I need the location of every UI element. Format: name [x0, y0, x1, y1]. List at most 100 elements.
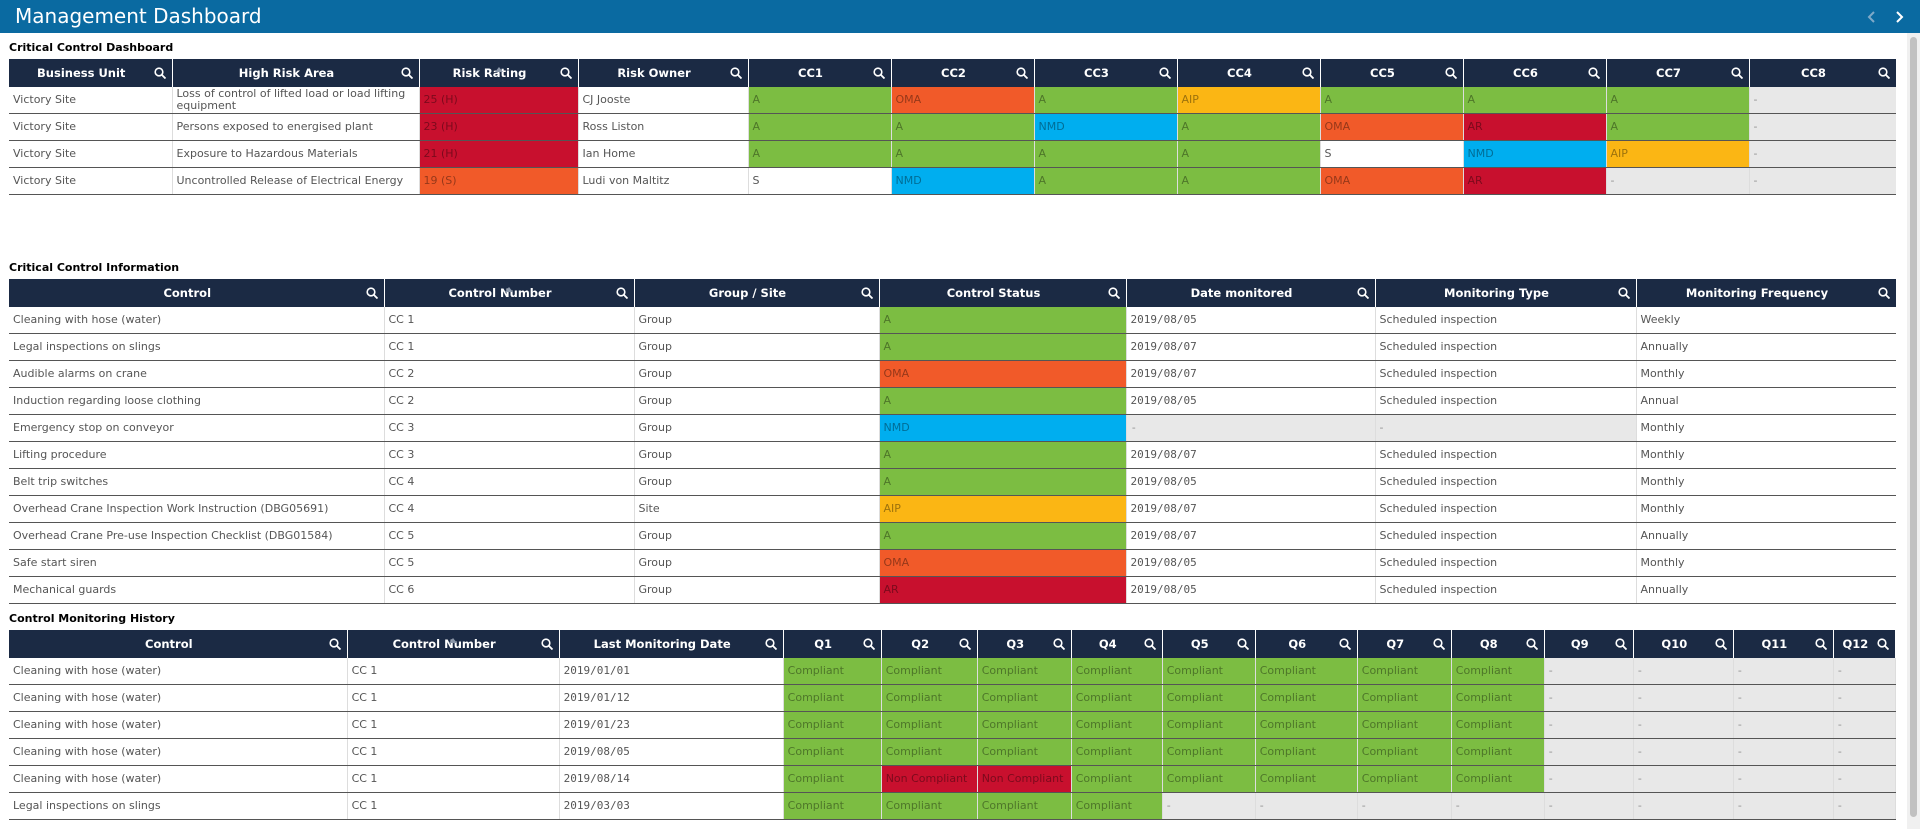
table-row[interactable]: Overhead Crane Inspection Work Instructi…	[9, 495, 1896, 523]
search-icon[interactable]	[1444, 67, 1457, 79]
table-row[interactable]: Cleaning with hose (water) CC 1 2019/01/12…	[9, 684, 1896, 712]
column-header[interactable]: Risk Owner	[578, 59, 749, 87]
table-row[interactable]: Cleaning with hose (water) CC 1 Group A 2019…	[9, 307, 1896, 334]
column-header[interactable]: Control	[9, 279, 385, 307]
column-header[interactable]: Group / Site	[634, 279, 880, 307]
table-row[interactable]: Victory Site Uncontrolled Release of Elec…	[9, 167, 1896, 195]
search-icon[interactable]	[860, 287, 873, 299]
table-row[interactable]: Legal inspections on slings CC 1 2019/03/0…	[9, 792, 1896, 820]
column-header[interactable]: Control Number	[384, 279, 635, 307]
table-row[interactable]: Legal inspections on slings CC 1 Group A 201…	[9, 333, 1896, 361]
status-cell: AR	[879, 576, 1127, 604]
column-header[interactable]: Q12	[1833, 630, 1896, 658]
nav-arrows[interactable]	[1866, 9, 1906, 25]
scroll-thumb[interactable]	[1910, 37, 1917, 817]
table-row[interactable]: Cleaning with hose (water) CC 1 2019/08/14…	[9, 765, 1896, 793]
table-row[interactable]: Mechanical guards CC 6 Group AR 2019/08/05 Sc…	[9, 576, 1896, 604]
search-icon[interactable]	[1877, 287, 1890, 299]
column-header[interactable]: Risk Rating	[419, 59, 579, 87]
column-header[interactable]: Business Unit	[9, 59, 173, 87]
column-header[interactable]: Q2	[881, 630, 978, 658]
column-header[interactable]: Q8	[1451, 630, 1545, 658]
column-header[interactable]: CC8	[1749, 59, 1896, 87]
search-icon[interactable]	[365, 287, 378, 299]
search-icon[interactable]	[1587, 67, 1600, 79]
search-icon[interactable]	[153, 67, 166, 79]
search-icon[interactable]	[1053, 638, 1065, 650]
column-header[interactable]: Control	[9, 630, 348, 658]
cell: Emergency stop on conveyor	[9, 414, 385, 442]
table-row[interactable]: Belt trip switches CC 4 Group A 2019/08/05 Sc…	[9, 468, 1896, 496]
search-icon[interactable]	[400, 67, 413, 79]
search-icon[interactable]	[1237, 638, 1249, 650]
search-icon[interactable]	[559, 67, 572, 79]
table-row[interactable]: Cleaning with hose (water) CC 1 2019/08/05…	[9, 738, 1896, 766]
column-header[interactable]: Q11	[1733, 630, 1834, 658]
search-icon[interactable]	[1617, 287, 1630, 299]
column-header[interactable]: CC1	[748, 59, 892, 87]
search-icon[interactable]	[1144, 638, 1156, 650]
search-icon[interactable]	[328, 638, 341, 650]
column-header[interactable]: Q4	[1071, 630, 1163, 658]
table-row[interactable]: Overhead Crane Pre-use Inspection Checkl…	[9, 522, 1896, 550]
table-row[interactable]: Safe start siren CC 5 Group OMA 2019/08/05 Sc…	[9, 549, 1896, 577]
column-header[interactable]: CC7	[1606, 59, 1750, 87]
search-icon[interactable]	[863, 638, 875, 650]
column-header[interactable]: Q5	[1162, 630, 1256, 658]
column-header[interactable]: Date monitored	[1126, 279, 1376, 307]
table-row[interactable]: Cleaning with hose (water) CC 1 2019/01/23…	[9, 711, 1896, 739]
column-header[interactable]: Last Monitoring Date	[559, 630, 784, 658]
search-icon[interactable]	[541, 638, 553, 650]
search-icon[interactable]	[1015, 67, 1028, 79]
search-icon[interactable]	[1301, 67, 1314, 79]
header-row: Business Unit High Risk Area Risk Rating Ri…	[9, 59, 1896, 87]
column-header[interactable]: Q9	[1544, 630, 1634, 658]
column-header[interactable]: CC4	[1177, 59, 1321, 87]
column-header[interactable]: CC6	[1463, 59, 1607, 87]
column-header[interactable]: Control Status	[879, 279, 1127, 307]
header-label: Risk Owner	[617, 66, 691, 80]
status-cell: Compliant	[1255, 684, 1358, 712]
table-row[interactable]: Victory Site Persons exposed to energised…	[9, 113, 1896, 141]
table-row[interactable]: Victory Site Exposure to Hazardous Materi…	[9, 140, 1896, 168]
search-icon[interactable]	[1107, 287, 1120, 299]
table-row[interactable]: Victory Site Loss of control of lifted lo…	[9, 87, 1896, 114]
column-header[interactable]: Q6	[1255, 630, 1358, 658]
search-icon[interactable]	[1158, 67, 1171, 79]
search-icon[interactable]	[872, 67, 885, 79]
column-header[interactable]: Q7	[1357, 630, 1452, 658]
column-header[interactable]: Monitoring Type	[1375, 279, 1637, 307]
search-icon[interactable]	[1715, 638, 1727, 650]
column-header[interactable]: Q1	[783, 630, 882, 658]
table-row[interactable]: Lifting procedure CC 3 Group A 2019/08/07 Sch…	[9, 441, 1896, 469]
column-header[interactable]: CC3	[1034, 59, 1178, 87]
search-icon[interactable]	[1339, 638, 1351, 650]
table-row[interactable]: Audible alarms on crane CC 2 Group OMA 2019/…	[9, 360, 1896, 388]
search-icon[interactable]	[1877, 67, 1890, 79]
search-icon[interactable]	[1433, 638, 1445, 650]
column-header[interactable]: Monitoring Frequency	[1636, 279, 1896, 307]
status-cell: -	[1833, 711, 1896, 739]
search-icon[interactable]	[1877, 638, 1889, 650]
search-icon[interactable]	[765, 638, 777, 650]
scrollbar[interactable]	[1907, 33, 1920, 829]
column-header[interactable]: Control Number	[347, 630, 560, 658]
search-icon[interactable]	[1526, 638, 1538, 650]
search-icon[interactable]	[1815, 638, 1827, 650]
search-icon[interactable]	[729, 67, 742, 79]
table-row[interactable]: Emergency stop on conveyor CC 3 Group NMD - -…	[9, 414, 1896, 442]
column-header[interactable]: Q3	[977, 630, 1072, 658]
column-header[interactable]: Q10	[1633, 630, 1734, 658]
column-header[interactable]: High Risk Area	[172, 59, 420, 87]
cell: Scheduled inspection	[1375, 468, 1637, 496]
column-header[interactable]: CC5	[1320, 59, 1464, 87]
search-icon[interactable]	[1356, 287, 1369, 299]
column-header[interactable]: CC2	[891, 59, 1035, 87]
table-row[interactable]: Cleaning with hose (water) CC 1 2019/01/01…	[9, 658, 1896, 685]
search-icon[interactable]	[1730, 67, 1743, 79]
search-icon[interactable]	[615, 287, 628, 299]
cell: Victory Site	[9, 140, 173, 168]
search-icon[interactable]	[1615, 638, 1627, 650]
search-icon[interactable]	[959, 638, 971, 650]
table-row[interactable]: Induction regarding loose clothing CC 2 Gr…	[9, 387, 1896, 415]
